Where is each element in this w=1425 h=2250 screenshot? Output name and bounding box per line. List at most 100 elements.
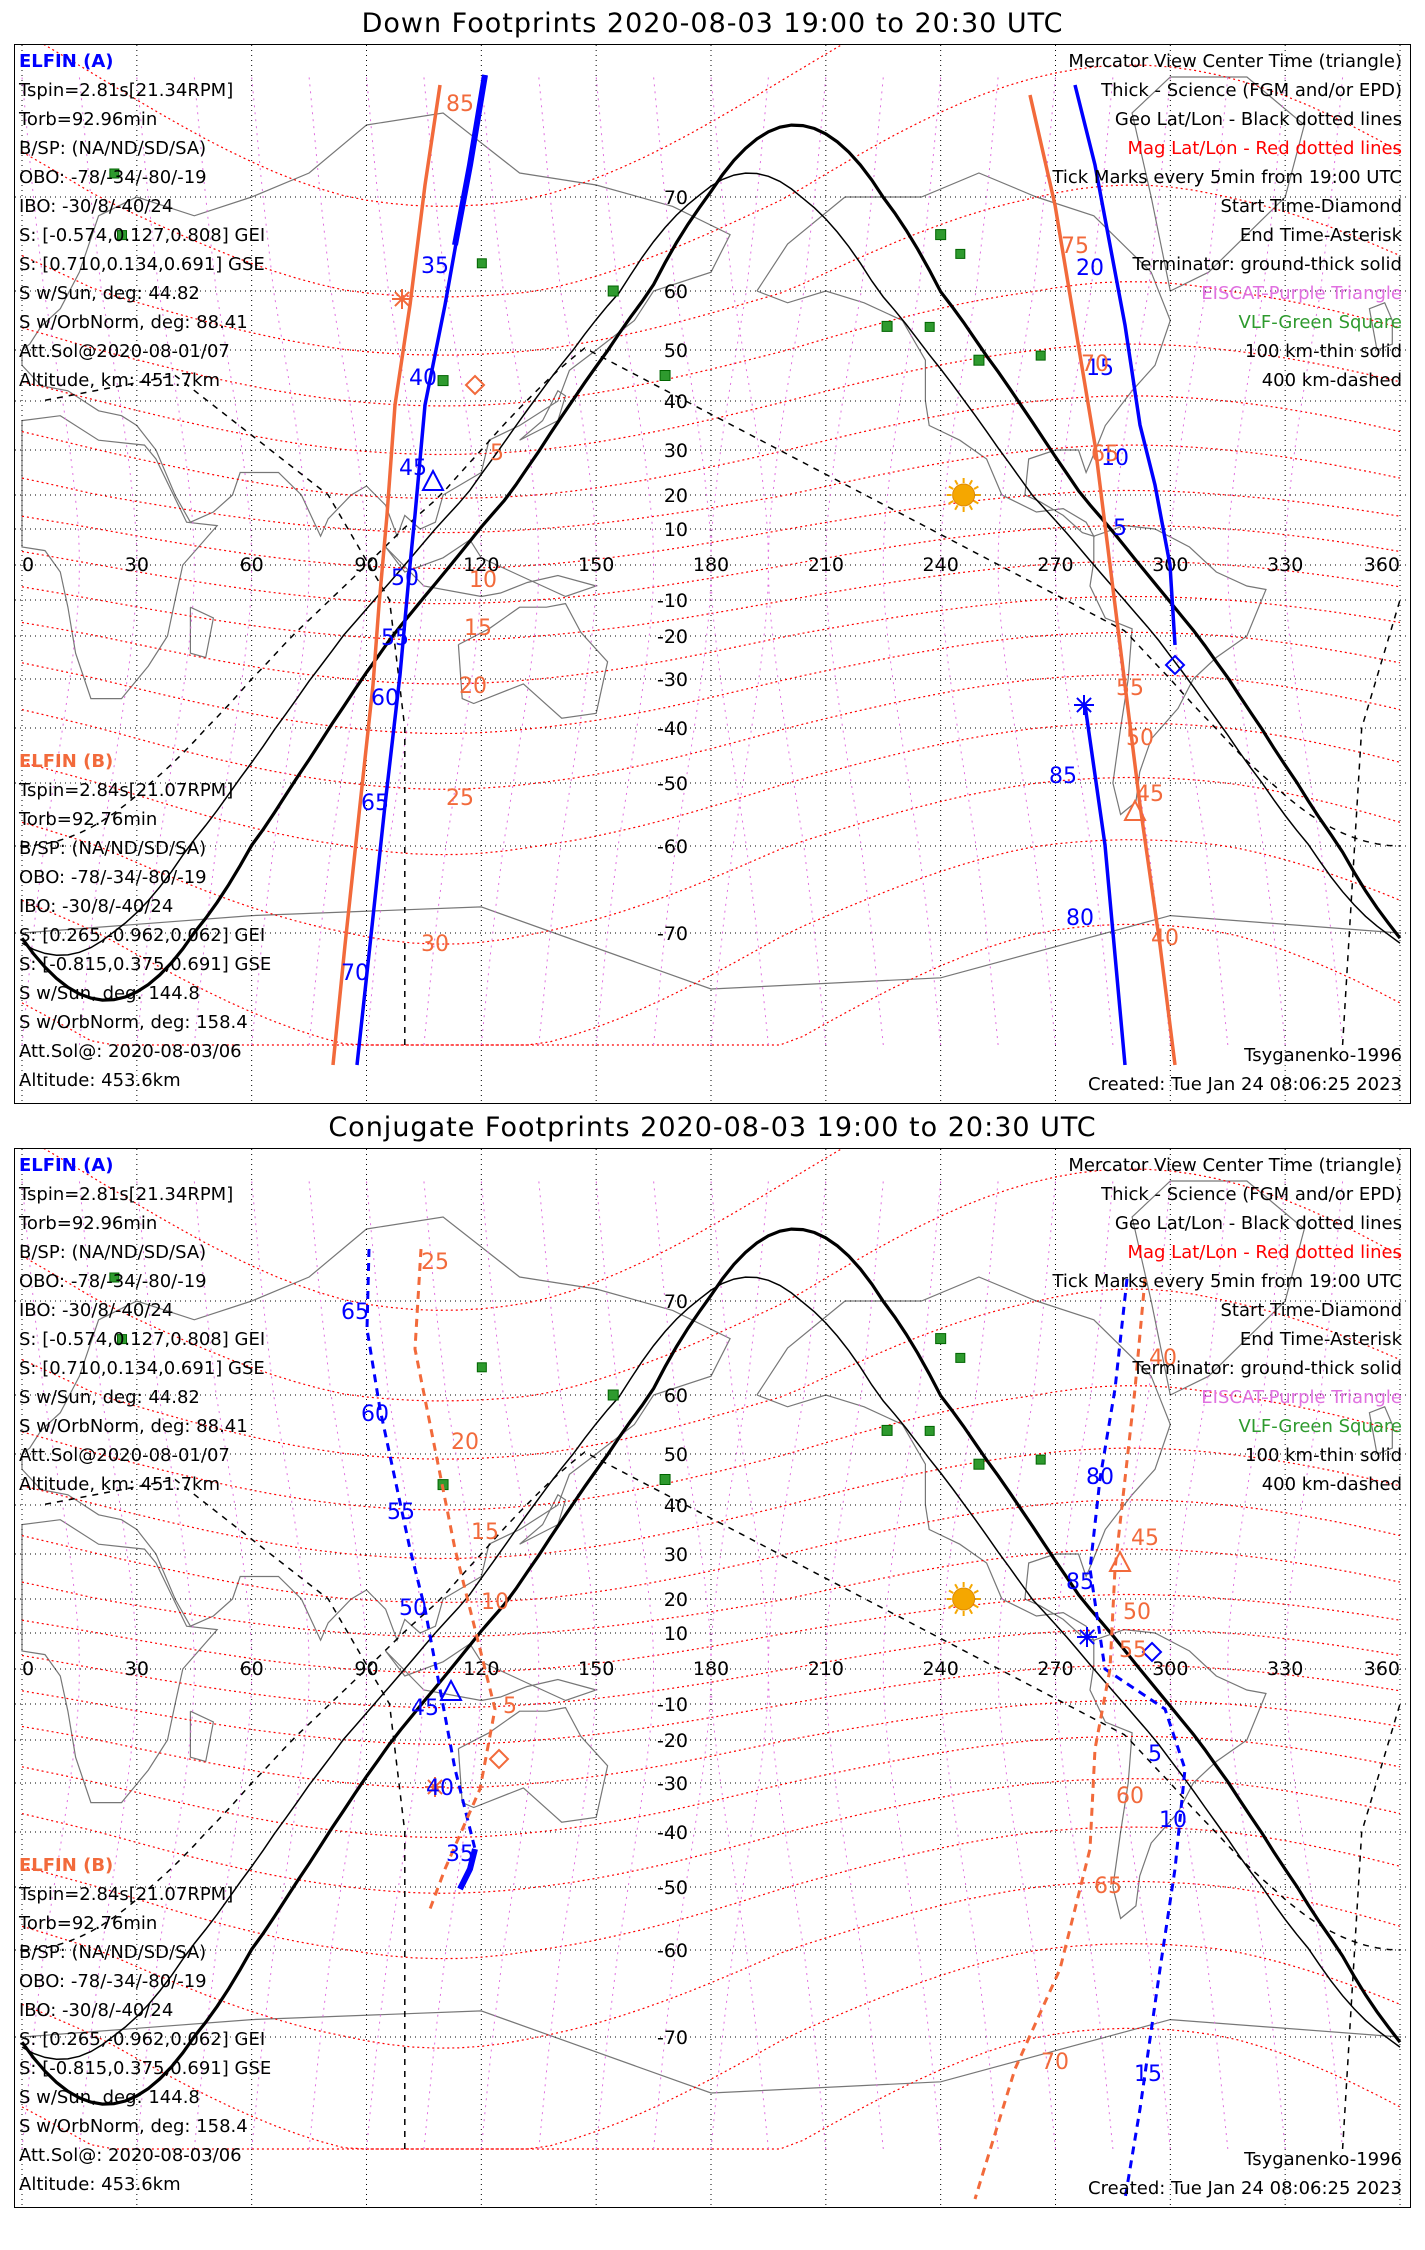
longitude-label: 150 [578, 554, 614, 576]
longitude-label: 90 [354, 554, 378, 576]
elfin-a-tick-label: 55 [387, 1500, 415, 1525]
mag-longitude-line [538, 1180, 597, 2150]
vlf-square [955, 1352, 966, 1363]
sun-ray [948, 1589, 954, 1594]
legend-item: Mag Lat/Lon - Red dotted lines [1127, 1242, 1402, 1263]
mag-latitude-line [43, 1149, 843, 1311]
elfin-b-tick-label: 5 [490, 441, 504, 466]
elfin-a-tick-label: 45 [411, 1696, 439, 1721]
mag-longitude-line [1284, 76, 1344, 1046]
latitude-label: -40 [657, 718, 688, 740]
sun-ray [973, 1604, 979, 1609]
vlf-square [973, 1458, 985, 1470]
elfin-a-tick-label: 40 [426, 1776, 454, 1801]
sun-ray [968, 479, 973, 486]
mag-latitude-line [21, 395, 1401, 500]
latitude-label: 10 [664, 1623, 688, 1645]
mag-longitude-line [480, 1180, 540, 2150]
longitude-label: 30 [125, 1658, 149, 1680]
info-line: IBO: -30/8/-40/24 [19, 2000, 174, 2021]
info-line: S: [-0.815,0.375,0.691] GSE [19, 2058, 272, 2079]
elfin-b-tick-label: 65 [1091, 442, 1119, 467]
eurasia-outline [21, 112, 731, 538]
north-america-outline [756, 172, 1171, 538]
center-time-triangle [1108, 1549, 1132, 1572]
legend-item: Geo Lat/Lon - Black dotted lines [1114, 109, 1402, 130]
legend-item: VLF-Green Square [1238, 312, 1402, 333]
mag-latitude-line [21, 1385, 1401, 1511]
info-line: S: [0.265,-0.962,0.062] GEI [19, 925, 266, 946]
elfin-a-science-segment [457, 1848, 478, 1891]
elfin-b-track [973, 1278, 1147, 2200]
mag-latitude-line [43, 45, 843, 207]
elfin-a-track [1088, 1278, 1187, 2200]
mag-latitude-line [21, 631, 1401, 735]
elfin-b-track [331, 84, 442, 1066]
map-layer: 0 30 60 90 120 150 180 210 240 270 300 330 360 70 60 50… [15, 1149, 1410, 2207]
legend-item: Geo Lat/Lon - Black dotted lines [1114, 1213, 1402, 1234]
vlf-square [117, 230, 128, 241]
vlf-square [659, 1474, 671, 1485]
elfin-a-science-segment [452, 74, 488, 246]
mag-longitude-line [882, 1180, 942, 2150]
elfin-a-tick-label: 10 [1159, 1808, 1187, 1833]
legend-item: Mag Lat/Lon - Red dotted lines [1127, 138, 1402, 159]
vlf-square [935, 1333, 947, 1345]
elfin-a-tick-label: 85 [1066, 1570, 1094, 1595]
mag-longitude-line [308, 1180, 368, 2150]
legend-item: Terminator: ground-thick solid [1132, 1358, 1402, 1379]
info-line: Att.Sol@2020-08-01/07 [19, 341, 230, 362]
legend-item: 100 km-thin solid [1245, 1445, 1402, 1466]
elfin-b-tick-label: 45 [1131, 1526, 1159, 1551]
elfin-b-tick-label: 50 [1126, 726, 1154, 751]
mag-longitude-line [1227, 76, 1286, 1046]
info-line: S: [0.710,0.134,0.691] GSE [19, 1358, 265, 1379]
legend-item: Start Time-Diamond [1220, 196, 1402, 217]
longitude-label: 210 [808, 1658, 844, 1680]
terminator-400km-arc [1341, 1703, 1401, 2150]
greenland-outline [1131, 1180, 1305, 1396]
longitude-label: 300 [1152, 1658, 1188, 1680]
elfin-b-tick-label: 70 [1041, 2050, 1069, 2075]
australia-outline [457, 602, 609, 719]
japan-outline [519, 389, 567, 441]
legend-item: Start Time-Diamond [1220, 1300, 1402, 1321]
elfin-a-tick-label: 40 [409, 366, 437, 391]
uk-outline [1368, 302, 1393, 351]
info-line: Tspin=2.81s[21.34RPM] [19, 80, 234, 101]
mag-longitude-line [251, 1180, 310, 2150]
latitude-label: -50 [657, 773, 688, 795]
longitude-label: 60 [240, 554, 264, 576]
elfin-a-tick-label: 50 [399, 1596, 427, 1621]
mag-longitude-line [366, 1180, 425, 2150]
mag-longitude-line [825, 1180, 884, 2150]
mag-longitude-line [423, 76, 482, 1046]
vlf-square [109, 1272, 120, 1283]
elfin-b-tick-label: 30 [421, 932, 449, 957]
elfin-a-tick-label: 65 [361, 791, 389, 816]
south-america-outline [1089, 1628, 1267, 1920]
mag-latitude-line [21, 1778, 1401, 1894]
terminator-400km [21, 1451, 1401, 1951]
elfin-a-tick-label: 60 [361, 1402, 389, 1427]
info-line: S w/Sun, deg: 144.8 [19, 983, 200, 1004]
info-line: Altitude: 453.6km [19, 1070, 181, 1091]
legend-item: EISCAT-Purple Triangle [1201, 1387, 1402, 1408]
latitude-label: 20 [664, 485, 688, 507]
elfin-b-tick-label: 20 [459, 674, 487, 699]
elfin-a-tick-label: 80 [1066, 906, 1094, 931]
terminator-100km [21, 1276, 1401, 2061]
vlf-square [117, 1334, 128, 1345]
model-footer: Tsyganenko-1996 Created: Tue Jan 24 08:0… [1088, 1041, 1402, 1099]
legend-item: EISCAT-Purple Triangle [1201, 283, 1402, 304]
info-line: S: [0.265,-0.962,0.062] GEI [19, 2029, 266, 2050]
latitude-label: 70 [664, 1291, 688, 1313]
down-footprints-title: Down Footprints 2020-08-03 19:00 to 20:3… [361, 8, 1064, 39]
north-america-outline [756, 1276, 1171, 1642]
latitude-label: -70 [657, 2027, 688, 2049]
mag-longitude-line [767, 76, 827, 1046]
info-line: S w/Sun, deg: 144.8 [19, 2087, 200, 2108]
elfin-a-tick-label: 70 [341, 961, 369, 986]
latitude-label: 30 [664, 440, 688, 462]
elfin-b-tick-label: 45 [1136, 782, 1164, 807]
